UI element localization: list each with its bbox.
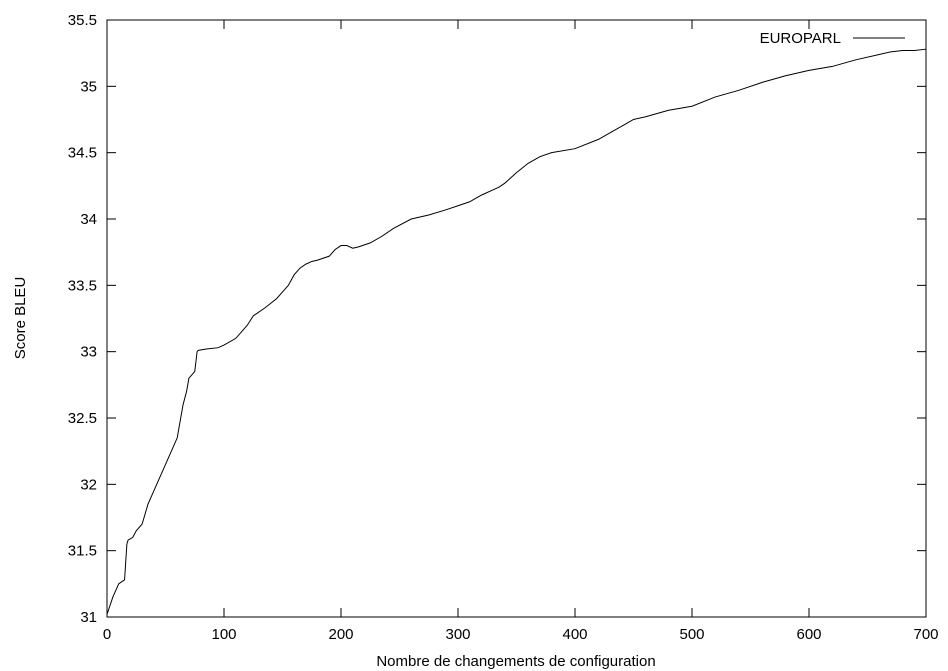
y-tick-label: 32: [80, 476, 97, 493]
x-tick-label: 600: [796, 626, 821, 643]
axis-tick-labels: 0 100 200 300 400 500 600 700 31 31.5 32 32.5 33 33.5…: [68, 12, 939, 643]
y-tick-label: 31.5: [68, 543, 97, 560]
x-tick-label: 0: [103, 626, 111, 643]
y-tick-label: 33: [80, 344, 97, 361]
y-tick-label: 33.5: [68, 277, 97, 294]
y-tick-label: 31: [80, 609, 97, 626]
y-tick-label: 34: [80, 211, 97, 228]
x-tick-label: 100: [211, 626, 236, 643]
legend: EUROPARL: [760, 30, 905, 47]
series-line-europarl: [106, 48, 927, 615]
axis-ticks: [106, 19, 927, 618]
y-tick-label: 35.5: [68, 12, 97, 29]
y-axis-title: Score BLEU: [12, 277, 29, 360]
x-axis-title: Nombre de changements de configuration: [376, 653, 655, 670]
x-tick-label: 300: [445, 626, 470, 643]
legend-label-europarl: EUROPARL: [760, 30, 841, 47]
y-tick-label: 34.5: [68, 145, 97, 162]
x-tick-label: 500: [679, 626, 704, 643]
x-tick-label: 400: [562, 626, 587, 643]
x-tick-label: 200: [328, 626, 353, 643]
y-tick-label: 35: [80, 78, 97, 95]
x-tick-label: 700: [913, 626, 938, 643]
plot-frame: [106, 19, 927, 618]
y-tick-label: 32.5: [68, 410, 97, 427]
